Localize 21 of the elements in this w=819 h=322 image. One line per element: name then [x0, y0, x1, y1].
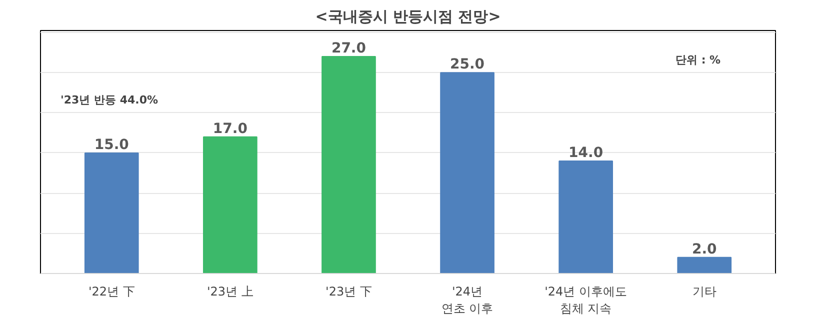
- chart-title: <국내증시 반등시점 전망>: [315, 8, 501, 26]
- data-label: 2.0: [692, 241, 718, 258]
- x-tick-label: '24년 이후에도 침체 지속: [544, 284, 628, 316]
- data-label: 14.0: [568, 145, 604, 161]
- bar: [84, 152, 139, 274]
- data-label: 25.0: [450, 56, 485, 73]
- annotation: 단위 : %: [676, 54, 721, 66]
- data-label: 15.0: [94, 136, 130, 153]
- data-label: 27.0: [331, 40, 366, 57]
- bar: [203, 136, 258, 274]
- data-label: 17.0: [212, 120, 248, 137]
- x-tick-label: 기타: [692, 284, 716, 298]
- x-tick-label: '24년 연초 이후: [441, 284, 494, 316]
- bar: [558, 160, 613, 274]
- x-tick-label: '23년 下: [326, 284, 372, 298]
- bar: [440, 72, 494, 274]
- bar: [322, 56, 376, 274]
- bar: [677, 256, 732, 274]
- x-tick-label: '23년 上: [206, 284, 254, 298]
- x-tick-label: '22년 下: [88, 284, 135, 298]
- annotation: '23년 반등 44.0%: [60, 94, 158, 106]
